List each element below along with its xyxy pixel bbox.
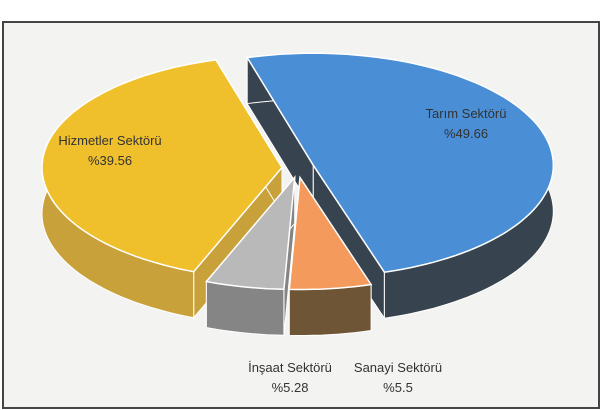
value-label: %5.5	[383, 380, 413, 395]
value-label: %5.28	[272, 380, 309, 395]
slice-label: İnşaat Sektörü	[248, 360, 332, 375]
slice	[204, 175, 296, 291]
slice-label: Hizmetler Sektörü	[58, 133, 161, 148]
value-label: %39.56	[88, 153, 132, 168]
slice-label: Sanayi Sektörü	[354, 360, 442, 375]
slice	[41, 59, 283, 273]
slice-label: Tarım Sektörü	[426, 106, 507, 121]
slice	[245, 52, 555, 274]
value-label: %49.66	[444, 126, 488, 141]
pie	[41, 52, 555, 336]
slice-side	[288, 283, 372, 336]
slice	[288, 175, 373, 291]
